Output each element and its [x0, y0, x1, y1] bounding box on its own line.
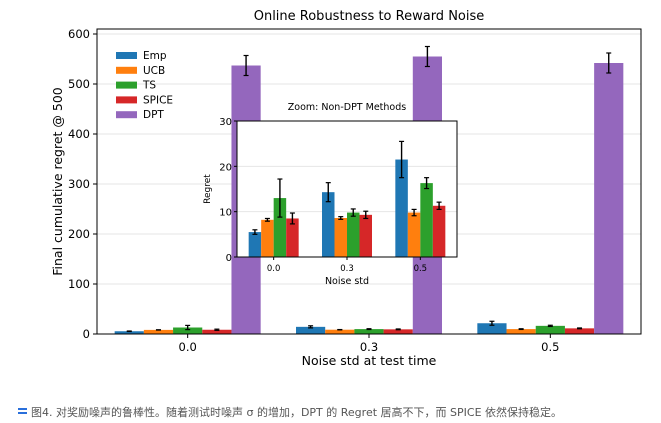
inset-bar-spice-1	[359, 214, 372, 257]
inset-bar-ucb-0	[261, 219, 274, 257]
ytick-label-1: 100	[68, 277, 90, 291]
inset-xtick-label-1: 0.3	[340, 264, 354, 274]
y-axis-label: Final cumulative regret @ 500	[50, 87, 65, 276]
inset-xtick-label-0: 0.0	[267, 264, 281, 274]
main-bar-ts-2	[535, 325, 565, 334]
inset-title: Zoom: Non-DPT Methods	[288, 102, 406, 113]
main-bar-emp-1	[296, 326, 326, 334]
main-bar-spice-0	[202, 329, 232, 334]
list-icon	[18, 408, 27, 416]
inset-bar-ts-0	[273, 198, 287, 257]
xtick-label-2: 0.5	[541, 340, 559, 354]
inset-bar-ts-2	[420, 183, 433, 257]
inset-y-axis-label: Regret	[203, 174, 213, 204]
legend-swatch-emp	[116, 52, 137, 59]
inset-chart: 0 10 20 30 0.0 0.3 0.5 Zoom: Non-DPT Methods Noi…	[203, 102, 458, 287]
inset-ytick-label-1: 10	[219, 208, 232, 219]
legend-swatch-spice	[116, 96, 137, 104]
ytick-label-3: 300	[68, 177, 90, 191]
main-bar-ucb-2	[506, 329, 536, 334]
inset-bar-ucb-2	[407, 212, 421, 257]
legend-swatch-dpt	[116, 111, 137, 119]
legend-swatch-ucb	[116, 66, 137, 74]
inset-bar-ucb-1	[334, 218, 347, 257]
caption-text: 图4. 对奖励噪声的鲁棒性。随着测试时噪声 σ 的增加，DPT 的 Regret…	[31, 406, 563, 419]
main-bar-spice-2	[564, 328, 595, 334]
legend: Emp UCB TS SPICE DPT	[116, 50, 173, 121]
inset-ytick-label-3: 30	[219, 117, 232, 128]
legend-swatch-ts	[116, 81, 137, 89]
inset-bar-spice-0	[286, 218, 299, 257]
inset-ytick-label-0: 0	[226, 253, 232, 264]
inset-bar-ts-1	[347, 212, 360, 257]
main-bar-ts-1	[354, 329, 384, 334]
ytick-label-0: 0	[83, 327, 90, 341]
legend-label-emp: Emp	[143, 50, 167, 62]
chart-title: Online Robustness to Reward Noise	[254, 9, 485, 24]
inset-bar-emp-1	[322, 192, 335, 257]
legend-label-spice: SPICE	[143, 94, 173, 106]
inset-bar-emp-2	[395, 159, 408, 257]
inset-xtick-label-2: 0.5	[414, 264, 428, 274]
main-bar-emp-2	[477, 323, 507, 334]
xtick-label-0: 0.0	[179, 340, 197, 354]
x-axis-label: Noise std at test time	[302, 353, 437, 368]
main-bar-emp-0	[114, 331, 144, 334]
legend-label-ts: TS	[142, 80, 156, 92]
main-bar-ts-0	[173, 327, 203, 334]
xtick-label-1: 0.3	[360, 340, 378, 354]
inset-ytick-label-2: 20	[219, 162, 232, 173]
legend-label-dpt: DPT	[143, 109, 164, 121]
main-bar-ucb-1	[325, 329, 355, 334]
ytick-label-2: 200	[68, 227, 90, 241]
ytick-label-6: 600	[68, 27, 90, 41]
main-bar-dpt-2	[594, 63, 624, 334]
legend-label-ucb: UCB	[143, 65, 165, 77]
main-bar-spice-1	[383, 329, 413, 334]
inset-bar-spice-2	[432, 205, 446, 257]
figure-caption: 图4. 对奖励噪声的鲁棒性。随着测试时噪声 σ 的增加，DPT 的 Regret…	[18, 404, 562, 420]
ytick-label-5: 500	[68, 77, 90, 91]
inset-bar-emp-0	[248, 232, 262, 257]
ytick-label-4: 400	[68, 127, 90, 141]
main-bar-ucb-0	[143, 329, 174, 334]
inset-x-axis-label: Noise std	[325, 276, 369, 287]
